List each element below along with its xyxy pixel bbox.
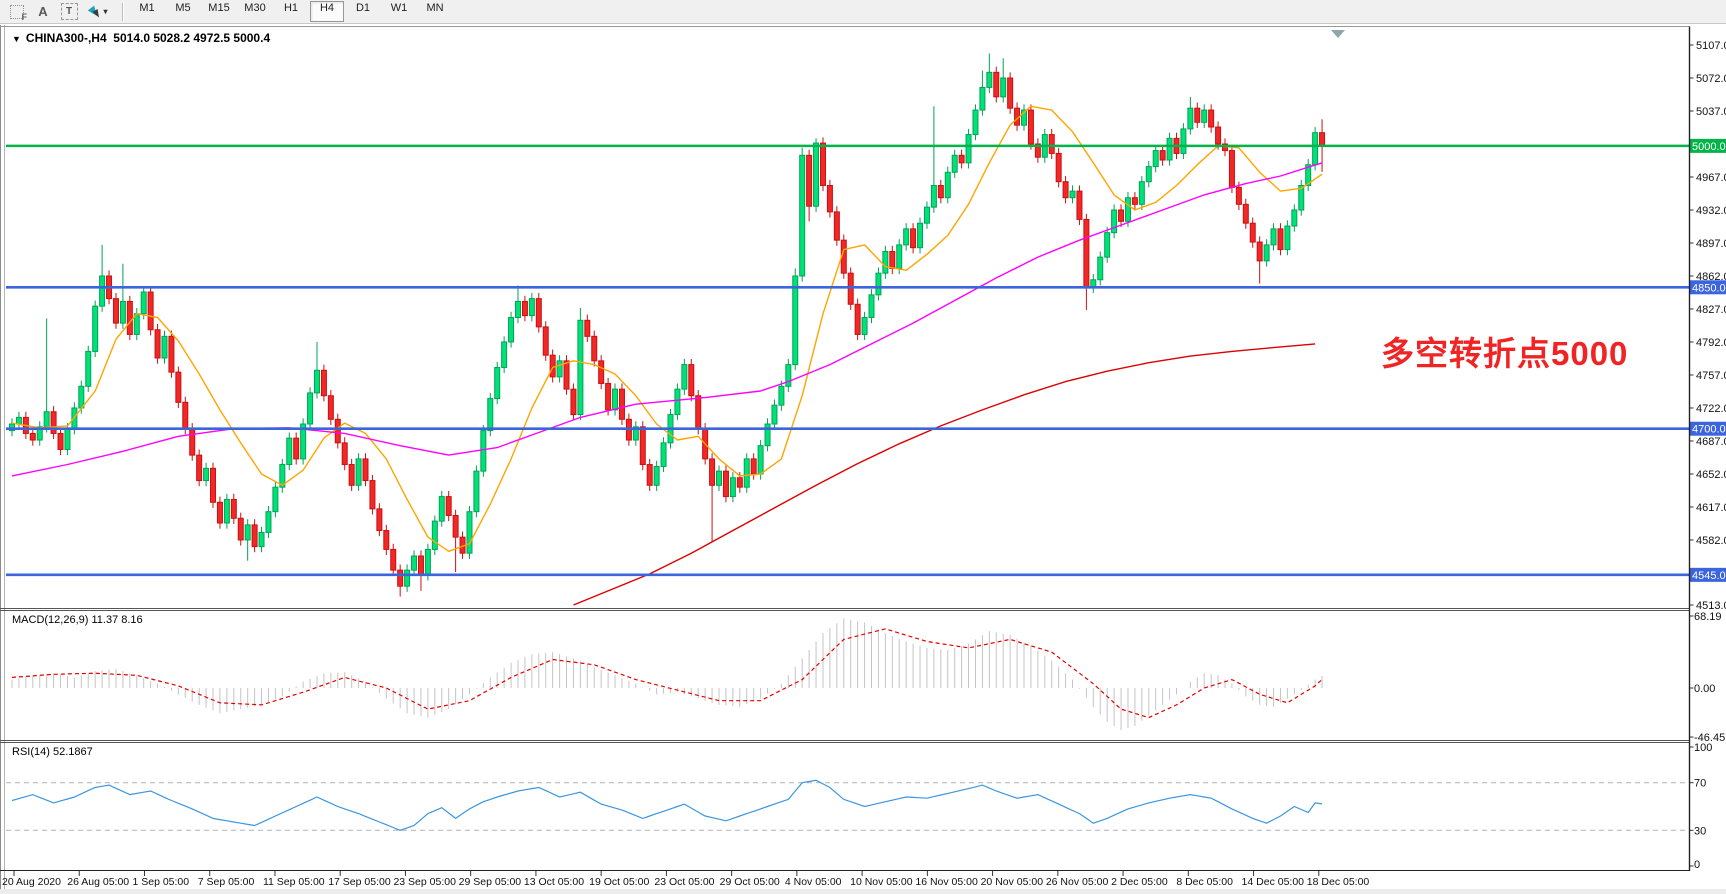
svg-text:20 Nov 05:00: 20 Nov 05:00: [981, 876, 1044, 888]
timeframe-button-w1[interactable]: W1: [390, 2, 408, 14]
rsi-indicator-label: RSI(14) 52.1867: [12, 746, 93, 758]
svg-text:4862.0: 4862.0: [1696, 271, 1726, 283]
toolbar-separator: [122, 2, 123, 21]
timeframe-button-h4[interactable]: H4: [310, 1, 344, 22]
candles: [9, 53, 1326, 597]
moving-averages: [11, 105, 1323, 606]
timeframe-button-m5[interactable]: M5: [175, 2, 191, 14]
timeframe-button-m1[interactable]: M1: [139, 2, 155, 14]
dotted-box-icon: [10, 4, 24, 19]
horizontal-levels[interactable]: [6, 144, 1690, 577]
svg-text:4757.0: 4757.0: [1696, 370, 1726, 382]
text-label-icon[interactable]: T: [58, 2, 80, 22]
text-label-glyph: T: [60, 3, 78, 20]
svg-text:4687.0: 4687.0: [1696, 436, 1726, 448]
cursor-tools-icon[interactable]: ▾: [84, 2, 114, 22]
symbol-name: CHINA300-,H4: [25, 31, 107, 45]
rsi-panel[interactable]: [6, 779, 1690, 831]
svg-text:0.00: 0.00: [1694, 683, 1715, 695]
window-left-border-inner: [4, 25, 5, 894]
timeframe-button-mn[interactable]: MN: [426, 2, 444, 14]
window-left-border: [0, 25, 1, 894]
svg-text:7 Sep 05:00: 7 Sep 05:00: [198, 876, 255, 888]
ohlc-values: 5014.0 5028.2 4972.5 5000.4: [113, 31, 271, 45]
svg-text:4582.0: 4582.0: [1696, 535, 1726, 547]
timeframe-button-m30[interactable]: M30: [244, 2, 266, 14]
svg-text:5037.0: 5037.0: [1696, 106, 1726, 118]
svg-text:18 Dec 05:00: 18 Dec 05:00: [1307, 876, 1370, 888]
grid-f-icon[interactable]: F: [6, 2, 28, 22]
svg-text:4850.0: 4850.0: [1692, 282, 1726, 294]
svg-text:23 Oct 05:00: 23 Oct 05:00: [654, 876, 714, 888]
chart-shift-marker-icon[interactable]: [1331, 30, 1345, 38]
timeframe-button-d1[interactable]: D1: [355, 2, 371, 14]
dropdown-caret-icon: ▾: [103, 7, 108, 16]
svg-text:29 Oct 05:00: 29 Oct 05:00: [720, 876, 780, 888]
symbol-dropdown-icon[interactable]: ▼: [12, 34, 21, 44]
svg-text:5000.0: 5000.0: [1692, 141, 1726, 153]
svg-text:4700.0: 4700.0: [1692, 424, 1726, 436]
svg-text:100: 100: [1694, 742, 1712, 754]
svg-text:4545.0: 4545.0: [1692, 570, 1726, 582]
svg-text:26 Nov 05:00: 26 Nov 05:00: [1046, 876, 1109, 888]
time-axis[interactable]: 20 Aug 2020 26 Aug 05:00 1 Sep 05:00 7 Sep …: [2, 871, 1369, 888]
svg-text:5072.0: 5072.0: [1696, 73, 1726, 85]
annotation-text[interactable]: 多空转折点5000: [1381, 335, 1629, 372]
svg-text:4827.0: 4827.0: [1696, 304, 1726, 316]
svg-text:4513.0: 4513.0: [1696, 600, 1726, 612]
chart-title: ▼ CHINA300-,H4 5014.0 5028.2 4972.5 5000.…: [12, 31, 270, 45]
svg-text:4722.0: 4722.0: [1696, 403, 1726, 415]
grid-f-glyph: F: [21, 11, 28, 22]
svg-text:4792.0: 4792.0: [1696, 337, 1726, 349]
macd-panel[interactable]: [11, 618, 1323, 731]
svg-text:11 Sep 05:00: 11 Sep 05:00: [263, 876, 325, 888]
macd-indicator-label: MACD(12,26,9) 11.37 8.16: [12, 614, 143, 626]
svg-text:0: 0: [1694, 859, 1700, 871]
svg-text:4897.0: 4897.0: [1696, 238, 1726, 250]
svg-text:23 Sep 05:00: 23 Sep 05:00: [393, 876, 456, 888]
price-axis[interactable]: 5107.0 5072.0 5037.0 4967.0 4932.0 4897.0 4862…: [1689, 40, 1726, 871]
toolbar: F A T ▾ M1 M5 M15 M30 H1 H4 D1 W1 MN: [0, 0, 1726, 24]
svg-text:17 Sep 05:00: 17 Sep 05:00: [328, 876, 391, 888]
svg-text:2 Dec 05:00: 2 Dec 05:00: [1111, 876, 1168, 888]
timeframe-buttons: M1 M5 M15 M30 H1 H4 D1 W1 MN: [129, 1, 453, 22]
bottom-strip: [0, 889, 1726, 894]
svg-text:13 Oct 05:00: 13 Oct 05:00: [524, 876, 584, 888]
panel-borders: [0, 26, 1691, 871]
fast-ma-orange: [11, 105, 1323, 552]
svg-text:4617.0: 4617.0: [1696, 502, 1726, 514]
svg-text:10 Nov 05:00: 10 Nov 05:00: [850, 876, 913, 888]
svg-text:70: 70: [1694, 778, 1706, 790]
svg-text:1 Sep 05:00: 1 Sep 05:00: [132, 876, 189, 888]
svg-text:4932.0: 4932.0: [1696, 205, 1726, 217]
svg-text:4 Nov 05:00: 4 Nov 05:00: [785, 876, 842, 888]
svg-text:8 Dec 05:00: 8 Dec 05:00: [1176, 876, 1233, 888]
slow-ma-red: [573, 343, 1316, 606]
svg-text:19 Oct 05:00: 19 Oct 05:00: [589, 876, 649, 888]
svg-text:30: 30: [1694, 825, 1706, 837]
svg-text:5107.0: 5107.0: [1696, 40, 1726, 52]
svg-text:29 Sep 05:00: 29 Sep 05:00: [459, 876, 522, 888]
svg-text:26 Aug 05:00: 26 Aug 05:00: [67, 876, 129, 888]
svg-text:4652.0: 4652.0: [1696, 469, 1726, 481]
svg-text:-46.45: -46.45: [1694, 732, 1725, 744]
timeframe-button-h1[interactable]: H1: [283, 2, 299, 14]
svg-text:14 Dec 05:00: 14 Dec 05:00: [1242, 876, 1305, 888]
svg-text:68.19: 68.19: [1694, 611, 1722, 623]
font-a-icon[interactable]: A: [38, 4, 48, 19]
svg-text:4967.0: 4967.0: [1696, 172, 1726, 184]
svg-text:16 Nov 05:00: 16 Nov 05:00: [915, 876, 978, 888]
svg-text:20 Aug 2020: 20 Aug 2020: [2, 876, 61, 888]
timeframe-button-m15[interactable]: M15: [208, 2, 230, 14]
